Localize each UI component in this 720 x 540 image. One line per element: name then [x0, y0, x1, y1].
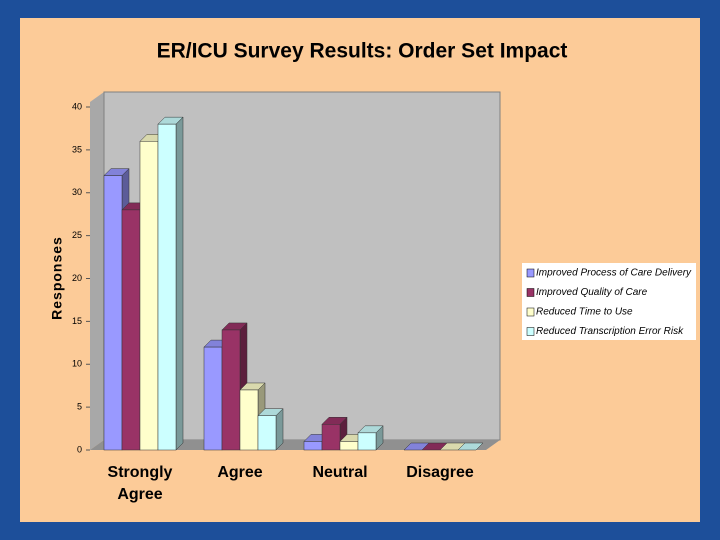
y-axis-label: Responses — [49, 236, 65, 320]
chart-title: ER/ICU Survey Results: Order Set Impact — [157, 40, 568, 63]
y-tick-label: 10 — [72, 359, 82, 369]
y-tick-label: 5 — [77, 402, 82, 412]
floor — [90, 440, 500, 450]
legend-swatch — [526, 327, 535, 336]
bar-top — [457, 442, 484, 451]
bar — [303, 441, 323, 451]
y-tick-label: 25 — [72, 230, 82, 240]
y-tick-label: 0 — [77, 444, 82, 454]
bar — [357, 432, 377, 451]
bar — [103, 175, 123, 451]
legend — [522, 263, 696, 340]
bar — [203, 346, 223, 451]
legend-label: Reduced Time to Use — [536, 307, 633, 318]
x-tick-label: Agree — [217, 464, 263, 481]
x-tick-label: Disagree — [406, 464, 474, 481]
y-tick-label: 20 — [72, 273, 82, 283]
bar-side — [175, 116, 184, 451]
y-tick-label: 35 — [72, 144, 82, 154]
legend-swatch — [526, 268, 535, 278]
x-tick-label: Strongly Agree — [107, 464, 173, 503]
bar — [321, 424, 341, 451]
bar — [221, 329, 241, 451]
y-tick-label: 30 — [72, 187, 82, 197]
legend-label: Improved Process of Care Delivery — [536, 268, 692, 279]
bar — [157, 123, 177, 451]
bar — [339, 441, 359, 451]
side-wall — [90, 92, 104, 450]
bar — [257, 415, 277, 451]
y-tick-label: 40 — [72, 101, 82, 111]
legend-label: Reduced Transcription Error Risk — [536, 326, 684, 337]
bar — [239, 389, 259, 451]
x-tick-label: Neutral — [312, 464, 368, 481]
y-tick-label: 15 — [72, 316, 82, 326]
bar — [121, 209, 141, 451]
legend-swatch — [526, 307, 535, 317]
legend-label: Improved Quality of Care — [536, 287, 648, 298]
legend-swatch — [526, 288, 535, 297]
bar — [139, 141, 159, 451]
